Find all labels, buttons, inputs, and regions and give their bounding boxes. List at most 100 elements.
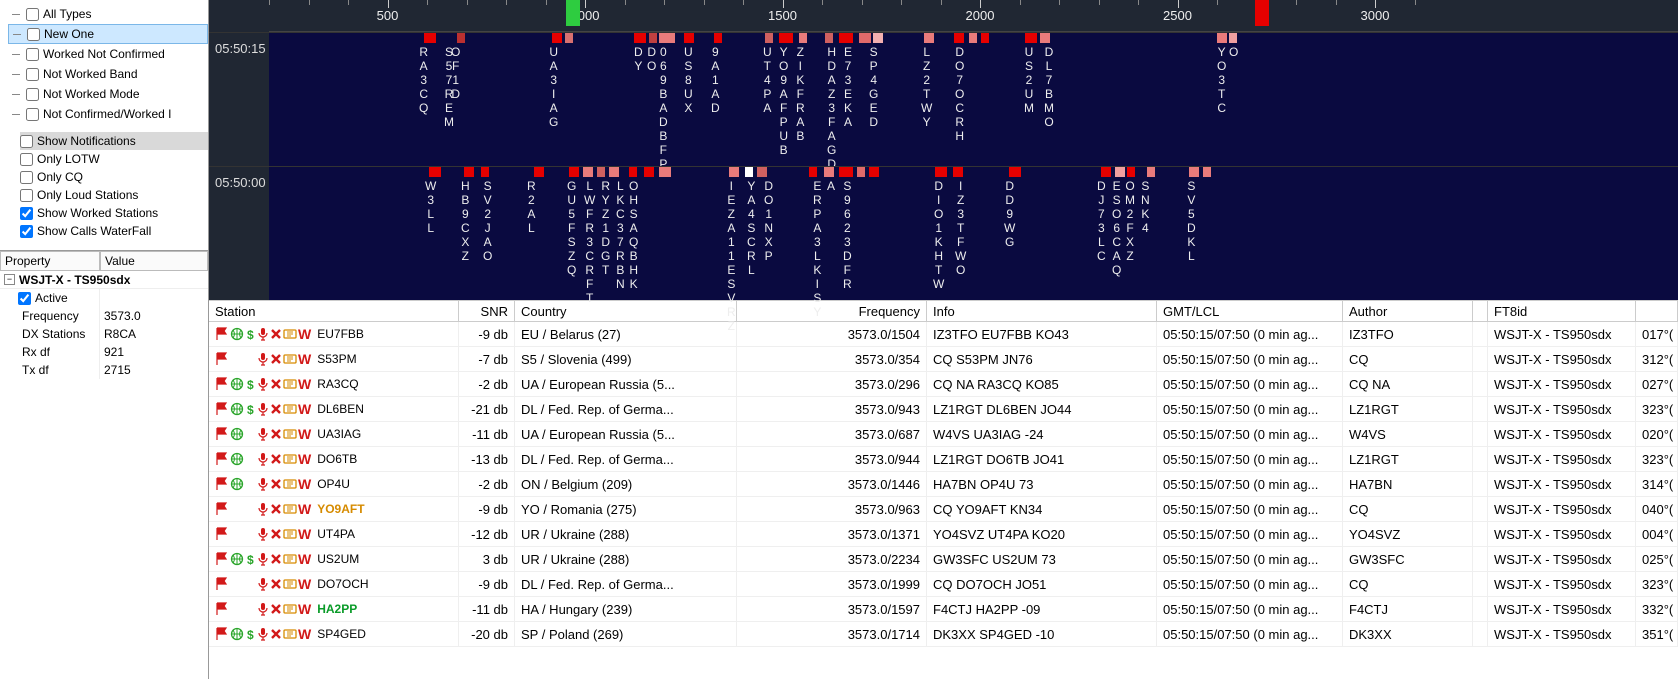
wf-callsign[interactable]: E73EKA (844, 45, 853, 129)
wf-callsign[interactable]: ZIKFRAB (796, 45, 806, 143)
wf-callsign[interactable]: YA4SCRL (747, 179, 757, 277)
col-az[interactable] (1636, 301, 1678, 321)
checkbox[interactable] (27, 28, 40, 41)
wf-callsign[interactable]: RA3CQ (419, 45, 429, 115)
wf-callsign[interactable]: DY (634, 45, 644, 73)
table-row[interactable]: WUA3IAG-11 dbUA / European Russia (5...3… (209, 422, 1678, 447)
col-freq[interactable]: Frequency (737, 301, 927, 321)
collapse-icon[interactable]: − (4, 274, 15, 285)
wf-callsign[interactable]: GU5FSZQ (567, 179, 577, 277)
table-row[interactable]: $WRA3CQ-2 dbUA / European Russia (5...35… (209, 372, 1678, 397)
wf-callsign[interactable]: W3LL (425, 179, 437, 235)
checkbox[interactable] (26, 8, 39, 21)
prop-active[interactable]: Active (0, 289, 208, 307)
prop-tx-df[interactable]: Tx df2715 (0, 361, 208, 379)
checkbox[interactable] (26, 88, 39, 101)
col-ft8[interactable]: FT8id (1488, 301, 1636, 321)
table-row[interactable]: WHA2PP-11 dbHA / Hungary (239)3573.0/159… (209, 597, 1678, 622)
wf-callsign[interactable]: DO1NXP (764, 179, 774, 263)
filter-not-worked-mode[interactable]: Not Worked Mode (8, 84, 208, 104)
prop-rx-df[interactable]: Rx df921 (0, 343, 208, 361)
wf-callsign[interactable]: ESO6CAQ (1112, 179, 1122, 277)
col-info[interactable]: Info (927, 301, 1157, 321)
checkbox[interactable] (26, 48, 39, 61)
wf-callsign[interactable]: IZ3TFWO (955, 179, 967, 277)
tx-marker[interactable] (1255, 0, 1269, 26)
table-row[interactable]: WDO6TB-13 dbDL / Fed. Rep. of Germa...35… (209, 447, 1678, 472)
wf-callsign[interactable]: OM2FXZ (1125, 179, 1136, 263)
wf-callsign[interactable]: US2UM (1024, 45, 1035, 115)
wf-canvas[interactable]: RA3CQS57REMOF1DUA3IAGDYDO069BADBFPNTUS8U… (269, 33, 1678, 166)
wf-callsign[interactable]: ERPA3LKISY (813, 179, 823, 319)
prop-dx-stations[interactable]: DX StationsR8CA (0, 325, 208, 343)
table-row[interactable]: WS53PM-7 dbS5 / Slovenia (499)3573.0/354… (209, 347, 1678, 372)
col-station[interactable]: Station (209, 301, 459, 321)
wf-callsign[interactable]: R2AL (527, 179, 537, 235)
wf-callsign[interactable]: RYZ1DGT (601, 179, 611, 277)
table-row[interactable]: $WEU7FBB-9 dbEU / Belarus (27)3573.0/150… (209, 322, 1678, 347)
filter-all-types[interactable]: All Types (8, 4, 208, 24)
wf-callsign[interactable]: OF1D (451, 45, 461, 101)
wf-callsign[interactable]: HDAZ3FAGD (827, 45, 837, 171)
wf-canvas[interactable]: W3LLHB9CXZSV2JAOR2ALGU5FSZQLWFR3CRFTRYZ1… (269, 167, 1678, 300)
opt-only-lotw[interactable]: Only LOTW (20, 150, 208, 168)
table-row[interactable]: WUT4PA-12 dbUR / Ukraine (288)3573.0/137… (209, 522, 1678, 547)
col-author[interactable]: Author (1343, 301, 1473, 321)
opt-only-loud-stations[interactable]: Only Loud Stations (20, 186, 208, 204)
opt-show-notifications[interactable]: Show Notifications (20, 132, 208, 150)
wf-callsign[interactable]: O (1229, 45, 1239, 59)
opt-show-calls-waterfall[interactable]: Show Calls WaterFall (20, 222, 208, 240)
wf-callsign[interactable]: YO9AFPUB (779, 45, 789, 157)
wf-callsign[interactable]: SV5DKL (1187, 179, 1197, 263)
filter-not-confirmed-worked-i[interactable]: Not Confirmed/Worked I (8, 104, 208, 124)
wf-callsign[interactable]: DIO1KHTW (933, 179, 945, 291)
checkbox[interactable] (20, 189, 33, 202)
col-gmt[interactable]: GMT/LCL (1157, 301, 1343, 321)
table-row[interactable]: $WDL6BEN-21 dbDL / Fed. Rep. of Germa...… (209, 397, 1678, 422)
opt-show-worked-stations[interactable]: Show Worked Stations (20, 204, 208, 222)
wf-callsign[interactable]: DO (647, 45, 657, 73)
wf-callsign[interactable]: 9A1AD (711, 45, 721, 115)
table-row[interactable]: $WSP4GED-20 dbSP / Poland (269)3573.0/17… (209, 622, 1678, 647)
wf-callsign[interactable]: A (827, 179, 836, 193)
opt-only-cq[interactable]: Only CQ (20, 168, 208, 186)
wf-callsign[interactable]: US8UX (684, 45, 694, 115)
col-country[interactable]: Country (515, 301, 737, 321)
wf-callsign[interactable]: YO3TC (1217, 45, 1227, 115)
checkbox[interactable] (20, 153, 33, 166)
wf-callsign[interactable]: SV2JAO (483, 179, 493, 263)
wf-callsign[interactable]: UT4PA (763, 45, 773, 115)
filter-new-one[interactable]: New One (8, 24, 208, 44)
prop-frequency[interactable]: Frequency3573.0 (0, 307, 208, 325)
wf-callsign[interactable]: LWFR3CRFT (584, 179, 596, 305)
wf-callsign[interactable]: HB9CXZ (461, 179, 471, 263)
checkbox[interactable] (20, 135, 33, 148)
wf-callsign[interactable]: OHSAQBHK (629, 179, 639, 291)
wf-callsign[interactable]: LKC37RBN (616, 179, 626, 291)
checkbox[interactable] (20, 207, 33, 220)
filter-worked-not-confirmed[interactable]: Worked Not Confirmed (8, 44, 208, 64)
checkbox[interactable] (26, 108, 39, 121)
table-row[interactable]: $WUS2UM3 dbUR / Ukraine (288)3573.0/2234… (209, 547, 1678, 572)
wf-callsign[interactable]: DD9WG (1004, 179, 1016, 249)
prop-group-row[interactable]: − WSJT-X - TS950sdx (0, 271, 208, 289)
table-row[interactable]: WDO7OCH-9 dbDL / Fed. Rep. of Germa...35… (209, 572, 1678, 597)
table-row[interactable]: WOP4U-2 dbON / Belgium (209)3573.0/1446H… (209, 472, 1678, 497)
rx-marker[interactable] (566, 0, 580, 26)
filter-not-worked-band[interactable]: Not Worked Band (8, 64, 208, 84)
wf-callsign[interactable]: S9623DFR (843, 179, 853, 291)
checkbox[interactable] (20, 171, 33, 184)
wf-callsign[interactable]: SNK4 (1141, 179, 1151, 235)
wf-callsign[interactable]: LZ2TWY (921, 45, 933, 129)
table-row[interactable]: WYO9AFT-9 dbYO / Romania (275)3573.0/963… (209, 497, 1678, 522)
wf-callsign[interactable]: UA3IAG (549, 45, 559, 129)
wf-callsign[interactable]: DJ73LC (1097, 179, 1107, 263)
wf-callsign[interactable]: DL7BMO (1044, 45, 1055, 129)
wf-callsign[interactable]: DO7OCRH (955, 45, 965, 143)
checkbox[interactable] (18, 292, 31, 305)
checkbox[interactable] (20, 225, 33, 238)
checkbox[interactable] (26, 68, 39, 81)
wf-callsign[interactable]: IEZA11ESVRZ (727, 179, 737, 333)
wf-callsign[interactable]: SP4GED (869, 45, 879, 129)
col-snr[interactable]: SNR (459, 301, 515, 321)
